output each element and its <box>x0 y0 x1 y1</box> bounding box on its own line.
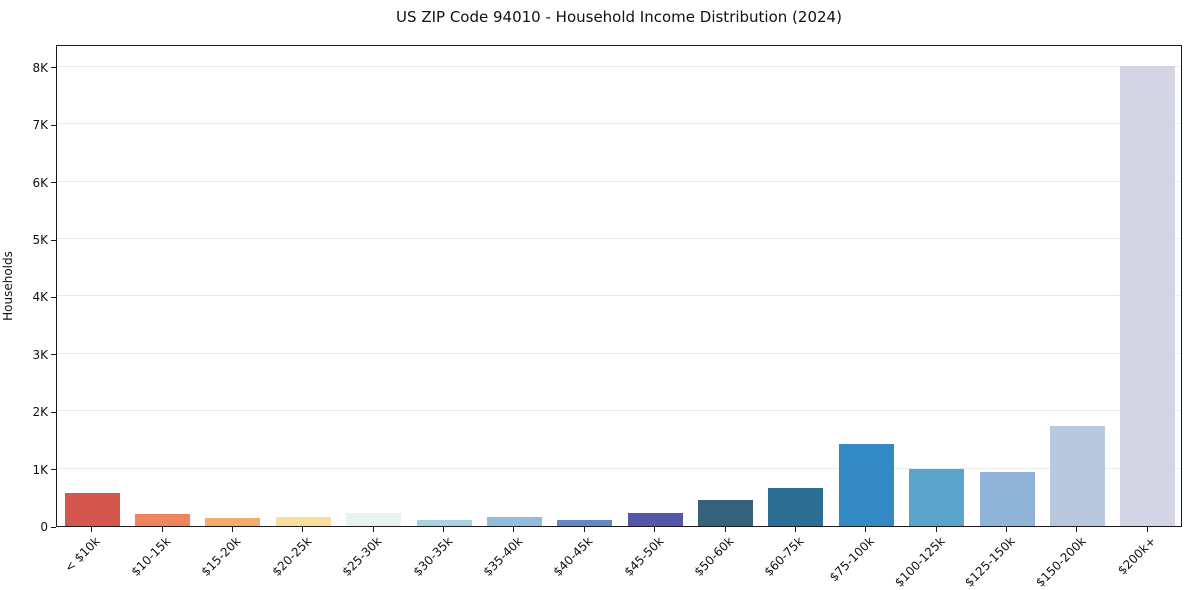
bar <box>135 513 191 526</box>
y-tick-label: 3K <box>32 347 48 362</box>
gridline <box>57 180 1181 182</box>
x-tick-mark <box>724 527 726 532</box>
y-tick-label: 1K <box>32 462 48 477</box>
bar <box>416 519 472 526</box>
x-tick-label: $50-60k <box>691 534 737 579</box>
y-tick-label: 2K <box>32 405 48 420</box>
x-tick-label: $15-20k <box>198 534 244 579</box>
x-tick-mark <box>1146 527 1148 532</box>
bar <box>698 500 754 526</box>
x-tick-mark <box>372 527 374 532</box>
y-tick-mark <box>51 239 56 241</box>
y-tick-mark <box>51 469 56 471</box>
gridline <box>57 295 1181 297</box>
x-tick-label: $20-25k <box>269 534 315 579</box>
x-tick-label: $125-150k <box>962 534 1018 590</box>
y-tick-label: 7K <box>32 118 48 133</box>
bar <box>1120 65 1176 526</box>
y-tick-mark <box>51 526 56 528</box>
x-tick-mark <box>794 527 796 532</box>
bar <box>346 513 402 526</box>
y-tick-label: 5K <box>32 233 48 248</box>
x-tick-mark <box>513 527 515 532</box>
y-tick-mark <box>51 124 56 126</box>
bar <box>205 517 261 526</box>
x-tick-label: $30-35k <box>410 534 455 579</box>
x-tick-mark <box>302 527 304 532</box>
x-tick-mark <box>161 527 163 532</box>
gridline <box>57 65 1181 67</box>
y-tick-label: 0 <box>40 520 48 534</box>
y-tick-mark <box>51 354 56 356</box>
y-tick-mark <box>51 296 56 298</box>
x-tick-mark <box>1006 527 1008 532</box>
bar <box>486 516 542 526</box>
x-tick-mark <box>1076 527 1078 532</box>
gridline <box>57 238 1181 240</box>
x-tick-label: $150-200k <box>1032 534 1089 590</box>
gridline <box>57 352 1181 354</box>
x-tick-label: $35-40k <box>480 534 526 579</box>
x-tick-mark <box>583 527 585 532</box>
y-axis-label: Households <box>1 251 15 321</box>
y-tick-mark <box>51 411 56 413</box>
x-tick-label: $100-125k <box>891 534 948 590</box>
gridline <box>57 123 1181 125</box>
bar <box>275 517 331 526</box>
y-tick-label: 6K <box>32 175 48 190</box>
x-tick-label: $75-100k <box>826 534 878 585</box>
y-tick-label: 4K <box>32 290 48 305</box>
x-tick-mark <box>231 527 233 532</box>
x-tick-mark <box>443 527 445 532</box>
x-tick-label: $45-50k <box>621 534 667 579</box>
x-tick-label: $10-15k <box>128 534 174 579</box>
y-tick-mark <box>51 182 56 184</box>
x-tick-mark <box>654 527 656 532</box>
bar <box>768 487 824 526</box>
x-tick-mark <box>935 527 937 532</box>
bar <box>909 469 965 526</box>
bar <box>557 519 613 526</box>
y-tick-label: 8K <box>32 60 48 75</box>
bar <box>627 512 683 526</box>
y-tick-mark <box>51 67 56 69</box>
x-tick-label: $25-30k <box>339 534 385 579</box>
x-tick-mark <box>91 527 93 532</box>
plot-area <box>56 45 1182 527</box>
bar <box>979 471 1035 526</box>
bar <box>1049 425 1105 526</box>
x-tick-label: < $10k <box>62 534 104 575</box>
gridline <box>57 410 1181 412</box>
x-tick-mark <box>865 527 867 532</box>
x-tick-label: $40-45k <box>550 534 596 579</box>
x-tick-label: $60-75k <box>761 534 807 579</box>
bar <box>64 492 120 526</box>
bar <box>838 443 894 526</box>
chart-title: US ZIP Code 94010 - Household Income Dis… <box>396 8 842 26</box>
gridline <box>57 467 1181 469</box>
x-tick-label: $200k+ <box>1115 534 1159 578</box>
